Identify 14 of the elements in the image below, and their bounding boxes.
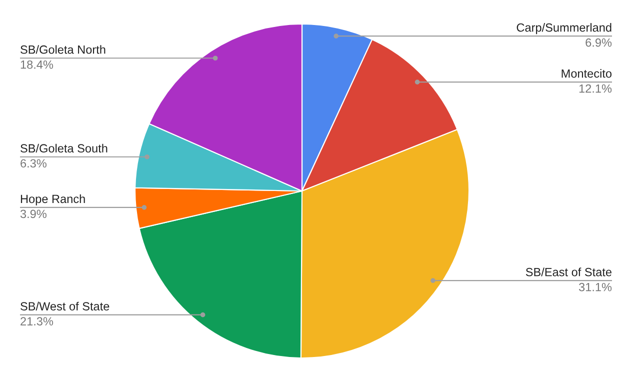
slice-label: SB/West of State <box>20 302 110 310</box>
data-label: 18.4% <box>20 60 54 69</box>
data-label: 31.1% <box>578 282 612 292</box>
slice-label: Montecito <box>562 69 612 78</box>
data-label: 6.3% <box>20 159 46 168</box>
data-label: 12.1% <box>579 84 612 93</box>
slice-label: Hope Ranch <box>20 194 85 206</box>
data-label: 3.9% <box>20 210 46 218</box>
data-label: 6.9% <box>586 38 612 47</box>
slice-label: Carp/Summerland <box>516 23 612 34</box>
slice-label: SB/Goleta South <box>20 144 108 153</box>
slice-label: SB/Goleta North <box>20 45 106 54</box>
data-label: 21.3% <box>20 317 54 326</box>
slice-label: SB/East of State <box>526 268 612 276</box>
